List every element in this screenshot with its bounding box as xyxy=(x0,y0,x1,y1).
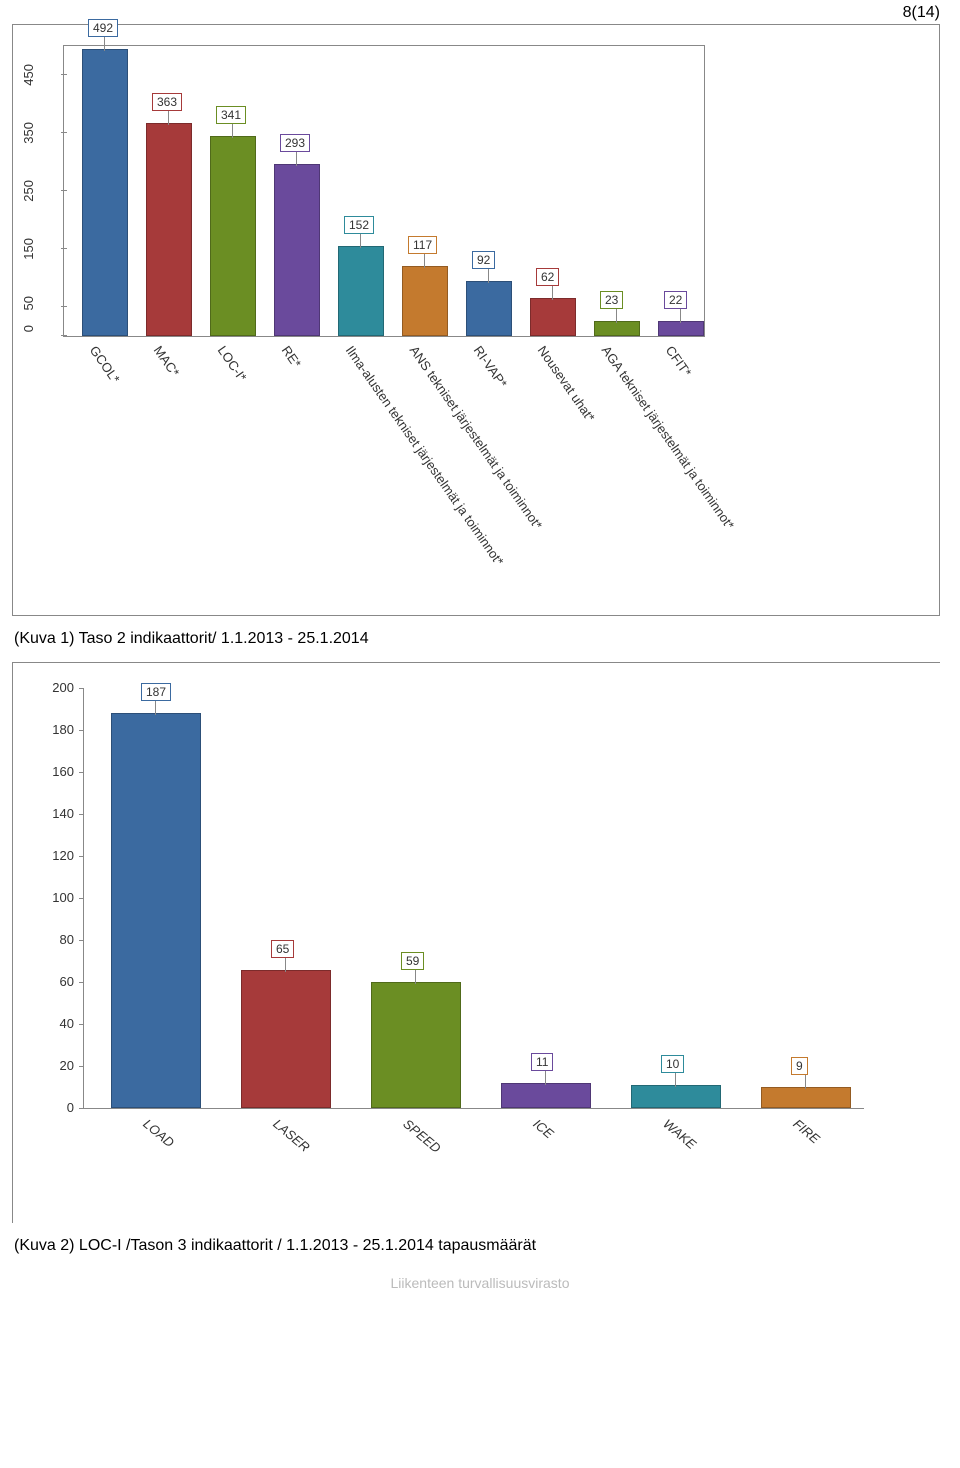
chart-1-ytick-label: 350 xyxy=(21,122,41,144)
chart-2-bar: 11 xyxy=(501,1085,589,1108)
chart-1-bar: 22 xyxy=(658,323,702,336)
caption-1: (Kuva 1) Taso 2 indikaattorit/ 1.1.2013 … xyxy=(14,630,960,648)
chart-1-xlabel: Nousevat uhat* xyxy=(535,343,598,424)
chart-1-bar-value: 293 xyxy=(280,134,310,152)
chart-1-bar-value: 23 xyxy=(600,291,623,309)
chart-1-bar-value: 341 xyxy=(216,106,246,124)
chart-1-bar: 152 xyxy=(338,248,382,336)
chart-2-bar-value: 9 xyxy=(791,1057,808,1075)
chart-2-ytick-label: 80 xyxy=(24,932,74,947)
chart-1-xlabel: RI-VAP* xyxy=(471,343,510,390)
chart-2-ytick-label: 0 xyxy=(24,1100,74,1115)
chart-2-xlabel: WAKE xyxy=(660,1116,699,1152)
chart-1-bar: 492 xyxy=(82,51,126,336)
chart-2-xlabel: LASER xyxy=(270,1116,312,1155)
chart-1-xlabel: ANS tekniset järjestelmät ja toiminnot* xyxy=(407,343,546,532)
chart-1-xlabel: LOC-I* xyxy=(215,343,250,384)
chart-2-ytick-label: 60 xyxy=(24,974,74,989)
chart-1-ytick-label: 0 xyxy=(21,325,41,332)
chart-2-ytick-label: 200 xyxy=(24,680,74,695)
chart-1-xlabel: MAC* xyxy=(151,343,183,379)
chart-2-xlabel: FIRE xyxy=(790,1116,822,1147)
chart-1-bar: 293 xyxy=(274,166,318,336)
chart-1-bar: 23 xyxy=(594,323,638,336)
chart-1-bar: 92 xyxy=(466,283,510,336)
footer-text: Liikenteen turvallisuusvirasto xyxy=(0,1275,960,1291)
chart-1-bar-value: 363 xyxy=(152,93,182,111)
chart-1-ytick-label: 450 xyxy=(21,64,41,86)
chart-2-xlabel: SPEED xyxy=(400,1116,443,1156)
chart-1-xlabel: RE* xyxy=(279,343,305,371)
chart-2-container: 187 65 59 11 10 9 0 20 40 60 80 100 120 140 160 180 200… xyxy=(12,662,940,1223)
chart-1-bar-value: 117 xyxy=(408,236,437,254)
chart-1-plot: 492 363 341 293 152 117 92 62 23 22 xyxy=(63,45,705,337)
chart-2-bar-value: 187 xyxy=(141,683,171,701)
chart-1-bar-value: 492 xyxy=(88,19,118,37)
chart-1-xlabel: CFIT* xyxy=(663,343,695,379)
chart-1-ytick-label: 50 xyxy=(21,296,41,310)
caption-2: (Kuva 2) LOC-I /Tason 3 indikaattorit / … xyxy=(14,1237,960,1255)
chart-1-bar-value: 62 xyxy=(536,268,559,286)
chart-2-bar: 9 xyxy=(761,1089,849,1108)
chart-2-bar: 187 xyxy=(111,715,199,1108)
chart-1-bars: 492 363 341 293 152 117 92 62 23 22 xyxy=(64,46,704,336)
chart-1-bar: 117 xyxy=(402,268,446,336)
chart-2-ytick-label: 140 xyxy=(24,806,74,821)
chart-1-bar: 62 xyxy=(530,300,574,336)
chart-1-xlabel: AGA tekniset järjestelmät ja toiminnot* xyxy=(599,343,738,532)
chart-2-bar-value: 59 xyxy=(401,952,424,970)
chart-2-ytick-label: 160 xyxy=(24,764,74,779)
chart-2-bar-value: 65 xyxy=(271,940,294,958)
chart-2-bar: 59 xyxy=(371,984,459,1108)
chart-1-bar: 363 xyxy=(146,125,190,336)
chart-1-bar: 341 xyxy=(210,138,254,336)
page-number: 8(14) xyxy=(0,0,960,22)
chart-2-ytick-label: 100 xyxy=(24,890,74,905)
chart-1-container: 0 50 150 250 350 450 492 363 341 293 152 117 92 62 23… xyxy=(12,24,940,616)
chart-2-ytick-label: 180 xyxy=(24,722,74,737)
chart-1-ytick-label: 150 xyxy=(21,238,41,260)
chart-1-bar-value: 92 xyxy=(472,251,495,269)
chart-1-ytick-label: 250 xyxy=(21,180,41,202)
chart-2-ytick-label: 40 xyxy=(24,1016,74,1031)
chart-2-bar-value: 11 xyxy=(531,1053,553,1071)
chart-2-ytick-label: 120 xyxy=(24,848,74,863)
chart-1-bar-value: 152 xyxy=(344,216,374,234)
chart-2-xlabel: LOAD xyxy=(140,1116,177,1150)
chart-2-bar-value: 10 xyxy=(661,1055,684,1073)
chart-1-xlabel: GCOL* xyxy=(87,343,123,386)
chart-2-plot: 187655911109 020406080100120140160180200 xyxy=(83,688,864,1109)
chart-2-ytick-label: 20 xyxy=(24,1058,74,1073)
chart-1-bar-value: 22 xyxy=(664,291,687,309)
chart-2-bar: 65 xyxy=(241,972,329,1109)
chart-2-bars: 187 65 59 11 10 9 xyxy=(84,688,864,1108)
chart-1-yaxis: 0 50 150 250 350 450 xyxy=(21,45,61,335)
chart-2-xlabel: ICE xyxy=(530,1116,556,1141)
chart-2-bar: 10 xyxy=(631,1087,719,1108)
